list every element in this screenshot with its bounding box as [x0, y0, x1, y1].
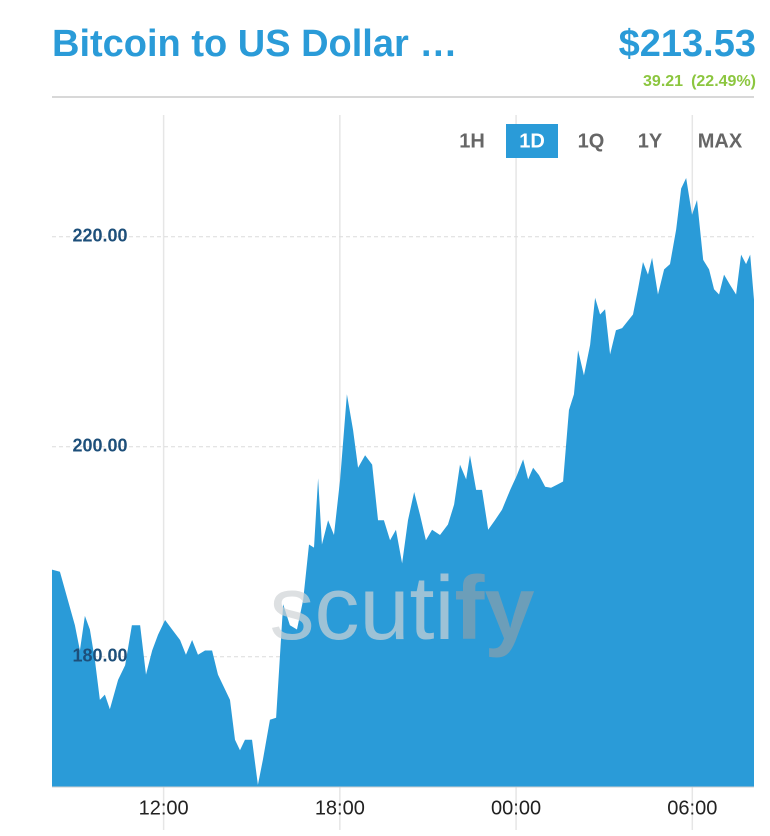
x-tick-label: 06:00 — [667, 797, 717, 819]
watermark: scutify — [269, 559, 534, 659]
range-button[interactable]: 1H — [459, 130, 485, 152]
watermark-part: scuti — [269, 559, 454, 659]
x-tick-label: 18:00 — [315, 797, 365, 819]
area — [52, 178, 754, 787]
labels: 12:00 18:00 00:00 06:00 180.00 200.00 220.00 — [72, 226, 717, 820]
x-tick-label: 00:00 — [491, 797, 541, 819]
change-abs: 39.21 — [643, 73, 683, 90]
range-button[interactable]: 1D — [519, 130, 545, 152]
range-button[interactable]: 1Q — [578, 130, 605, 152]
range-button[interactable]: 1Y — [638, 130, 663, 152]
change: 39.21 (22.49%) — [643, 73, 756, 90]
title: Bitcoin to US Dollar … — [52, 23, 457, 65]
range-buttons: 1H 1D 1Q 1Y MAX — [459, 124, 743, 158]
y-tick-label: 220.00 — [72, 226, 127, 246]
price: $213.53 — [619, 23, 756, 65]
range-button-bg[interactable] — [506, 124, 558, 158]
change-pct: (22.49%) — [691, 73, 756, 90]
plot — [52, 178, 754, 788]
watermark-part: fy — [455, 559, 535, 659]
y-tick-label: 200.00 — [72, 436, 127, 456]
range-button[interactable]: MAX — [698, 130, 743, 152]
y-tick-label: 180.00 — [72, 646, 127, 666]
x-tick-label: 12:00 — [139, 797, 189, 819]
